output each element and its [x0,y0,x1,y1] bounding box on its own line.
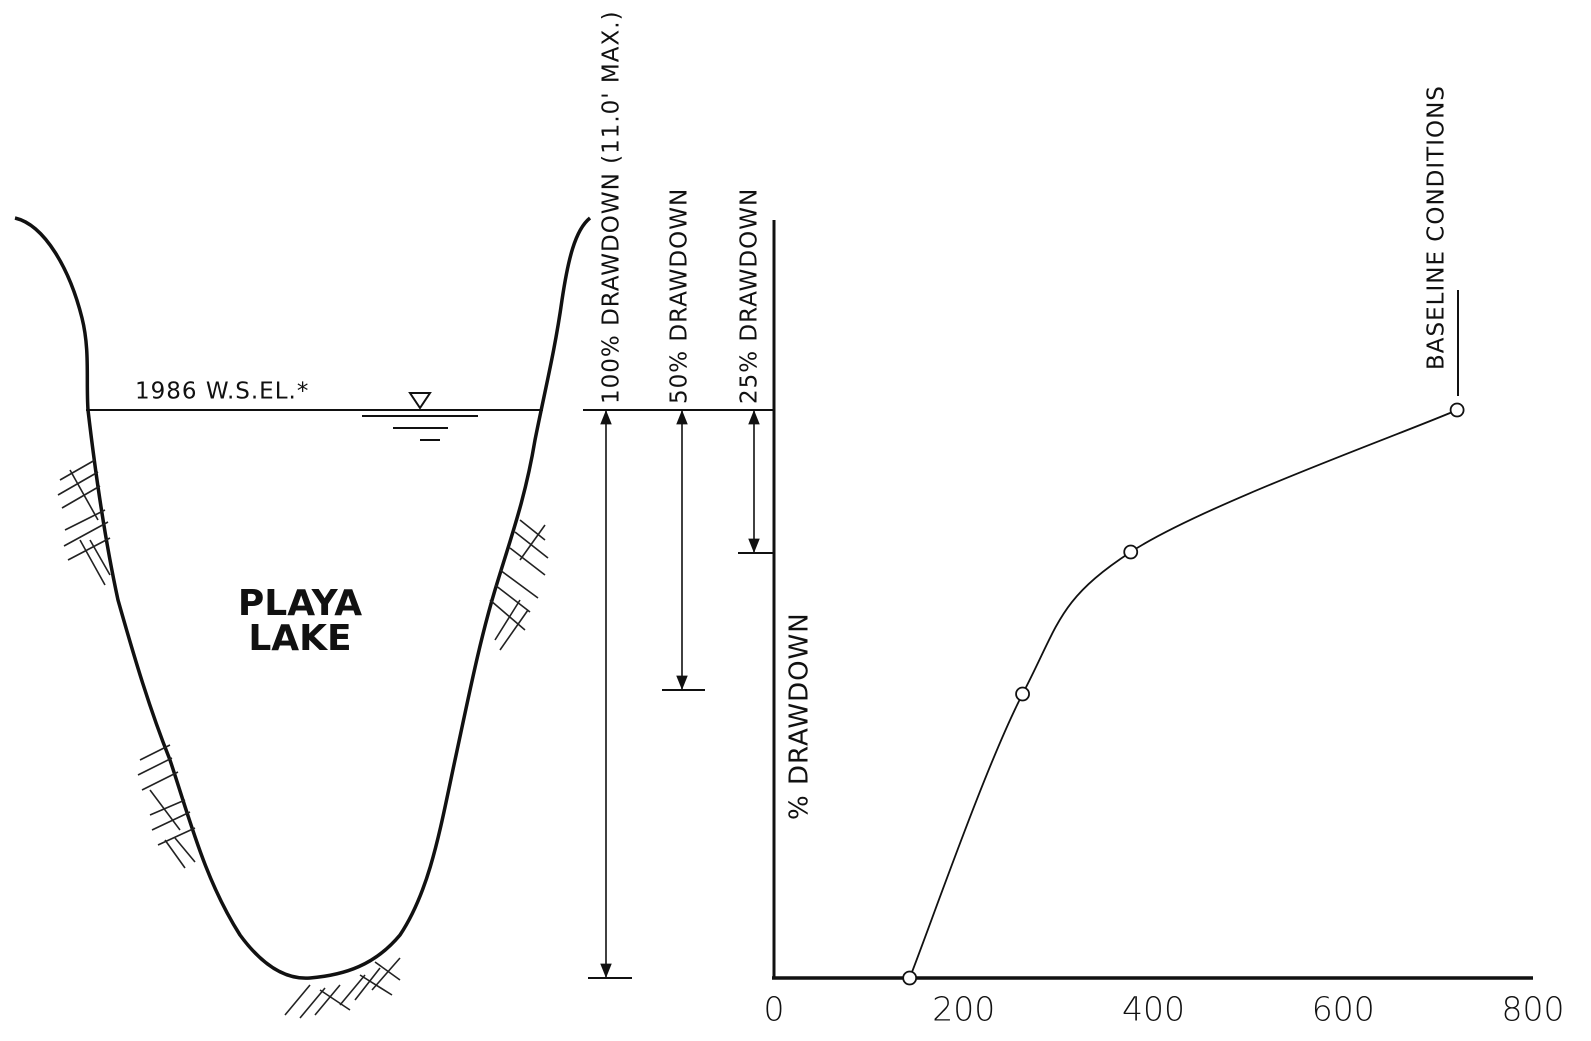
lake-label: LAKE [248,618,351,659]
x-tick-label: 0 [764,990,785,1029]
x-tick-label: 800 [1502,990,1565,1029]
drawdown-label: 100% DRAWDOWN (11.0' MAX.) [599,10,625,404]
data-point [1451,404,1464,417]
drawing: 1986 W.S.EL.* PLAYA LAKE 100% DRAWDOWN (… [0,0,1591,1041]
water-symbol [410,393,430,408]
data-point [903,972,916,985]
x-tick-label: 400 [1122,990,1185,1029]
data-line [910,410,1457,978]
y-axis-title: % DRAWDOWN [785,612,815,820]
water-level-label: 1986 W.S.EL.* [135,379,309,405]
annotation: BASELINE CONDITIONS [1424,85,1450,370]
data-point [1124,546,1137,559]
soil-hatching [58,460,548,1018]
data-point [1016,688,1029,701]
drawdown-label: 50% DRAWDOWN [667,188,693,404]
x-tick-label: 600 [1312,990,1375,1029]
x-tick-label: 200 [932,990,995,1029]
drawdown-label: 25% DRAWDOWN [737,188,763,404]
